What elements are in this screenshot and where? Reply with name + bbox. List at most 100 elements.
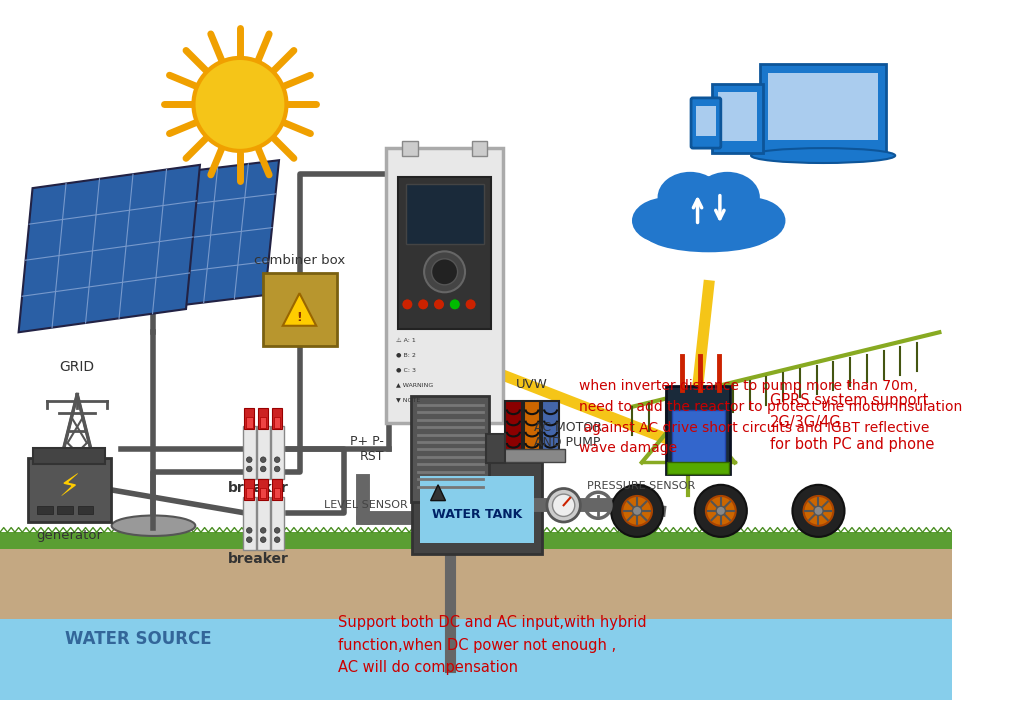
- FancyBboxPatch shape: [411, 396, 489, 502]
- FancyBboxPatch shape: [406, 184, 483, 244]
- FancyBboxPatch shape: [263, 273, 337, 347]
- FancyBboxPatch shape: [691, 98, 721, 148]
- Circle shape: [260, 457, 266, 463]
- Circle shape: [706, 496, 735, 526]
- Ellipse shape: [751, 148, 895, 163]
- Ellipse shape: [644, 213, 774, 252]
- FancyBboxPatch shape: [543, 401, 559, 454]
- FancyBboxPatch shape: [668, 462, 729, 474]
- FancyBboxPatch shape: [412, 462, 543, 554]
- FancyBboxPatch shape: [246, 488, 253, 498]
- Circle shape: [793, 485, 845, 537]
- Ellipse shape: [694, 172, 760, 223]
- FancyBboxPatch shape: [421, 476, 534, 544]
- FancyBboxPatch shape: [57, 506, 73, 514]
- Circle shape: [274, 537, 280, 542]
- Circle shape: [424, 252, 465, 292]
- Ellipse shape: [657, 172, 723, 223]
- Text: PRESSURE SENSOR: PRESSURE SENSOR: [587, 481, 695, 492]
- FancyBboxPatch shape: [270, 426, 284, 479]
- FancyBboxPatch shape: [28, 457, 111, 522]
- FancyBboxPatch shape: [260, 488, 266, 498]
- FancyBboxPatch shape: [270, 497, 284, 550]
- Circle shape: [274, 457, 280, 463]
- Text: P+ P-: P+ P-: [350, 434, 384, 447]
- FancyBboxPatch shape: [257, 426, 269, 479]
- FancyBboxPatch shape: [272, 408, 283, 429]
- FancyBboxPatch shape: [257, 497, 269, 550]
- Text: GRID: GRID: [59, 360, 95, 374]
- Circle shape: [623, 496, 652, 526]
- Text: ● B: 2: ● B: 2: [396, 352, 416, 357]
- Text: ⚠ A: 1: ⚠ A: 1: [396, 338, 416, 343]
- Circle shape: [401, 299, 413, 310]
- FancyBboxPatch shape: [244, 408, 254, 429]
- FancyBboxPatch shape: [258, 478, 268, 500]
- Ellipse shape: [657, 176, 760, 237]
- Text: !: !: [297, 311, 302, 324]
- Text: Support both DC and AC input,with hybrid
function,when DC power not enough ,
AC : Support both DC and AC input,with hybrid…: [338, 616, 647, 675]
- Circle shape: [247, 528, 252, 533]
- Circle shape: [716, 506, 725, 515]
- FancyBboxPatch shape: [486, 434, 505, 463]
- Circle shape: [247, 457, 252, 463]
- FancyBboxPatch shape: [37, 506, 52, 514]
- FancyBboxPatch shape: [401, 141, 418, 157]
- Text: GPRS system support
2G/3G/4G
for both PC and phone: GPRS system support 2G/3G/4G for both PC…: [769, 393, 934, 452]
- Circle shape: [633, 506, 642, 515]
- Circle shape: [418, 299, 429, 310]
- Circle shape: [260, 537, 266, 542]
- Text: UVW: UVW: [516, 378, 548, 391]
- Circle shape: [274, 466, 280, 472]
- Ellipse shape: [112, 515, 196, 536]
- Circle shape: [450, 299, 461, 310]
- FancyBboxPatch shape: [260, 418, 266, 428]
- Circle shape: [465, 299, 476, 310]
- Text: RST: RST: [359, 450, 384, 463]
- Text: breaker: breaker: [228, 552, 289, 566]
- Text: AC MOTOR
AND PUMP: AC MOTOR AND PUMP: [534, 420, 602, 449]
- FancyBboxPatch shape: [273, 418, 281, 428]
- FancyBboxPatch shape: [258, 408, 268, 429]
- Circle shape: [247, 466, 252, 472]
- Text: ● C: 3: ● C: 3: [396, 368, 416, 373]
- FancyBboxPatch shape: [713, 84, 763, 153]
- Polygon shape: [18, 165, 200, 332]
- Circle shape: [260, 528, 266, 533]
- FancyBboxPatch shape: [695, 107, 716, 136]
- Circle shape: [433, 299, 444, 310]
- Circle shape: [260, 466, 266, 472]
- Text: ▲ WARNING: ▲ WARNING: [396, 382, 433, 387]
- FancyBboxPatch shape: [672, 410, 725, 463]
- Text: breaker: breaker: [228, 481, 289, 495]
- Circle shape: [804, 496, 834, 526]
- FancyBboxPatch shape: [34, 447, 105, 464]
- FancyBboxPatch shape: [666, 386, 730, 473]
- FancyBboxPatch shape: [505, 401, 522, 454]
- FancyBboxPatch shape: [398, 177, 492, 329]
- Bar: [0, 532, 952, 549]
- FancyBboxPatch shape: [718, 92, 757, 141]
- Text: WATER SOURCE: WATER SOURCE: [66, 630, 212, 648]
- Circle shape: [814, 506, 823, 515]
- Circle shape: [431, 259, 458, 285]
- FancyBboxPatch shape: [244, 478, 254, 500]
- FancyBboxPatch shape: [243, 426, 256, 479]
- Bar: [0, 549, 952, 618]
- Circle shape: [274, 528, 280, 533]
- Circle shape: [247, 537, 252, 542]
- Text: WATER TANK: WATER TANK: [432, 508, 522, 521]
- Circle shape: [611, 485, 664, 537]
- FancyBboxPatch shape: [471, 141, 487, 157]
- FancyBboxPatch shape: [523, 401, 541, 454]
- Circle shape: [547, 489, 581, 522]
- Ellipse shape: [632, 197, 701, 244]
- Text: when inverter distance to pump more than 70m,
need to add the reactor to protect: when inverter distance to pump more than…: [579, 379, 963, 455]
- FancyBboxPatch shape: [243, 497, 256, 550]
- Polygon shape: [112, 160, 279, 314]
- FancyBboxPatch shape: [272, 478, 283, 500]
- Text: LEVEL SENSOR: LEVEL SENSOR: [324, 500, 408, 510]
- Polygon shape: [283, 293, 316, 326]
- Circle shape: [194, 58, 287, 151]
- FancyBboxPatch shape: [78, 506, 93, 514]
